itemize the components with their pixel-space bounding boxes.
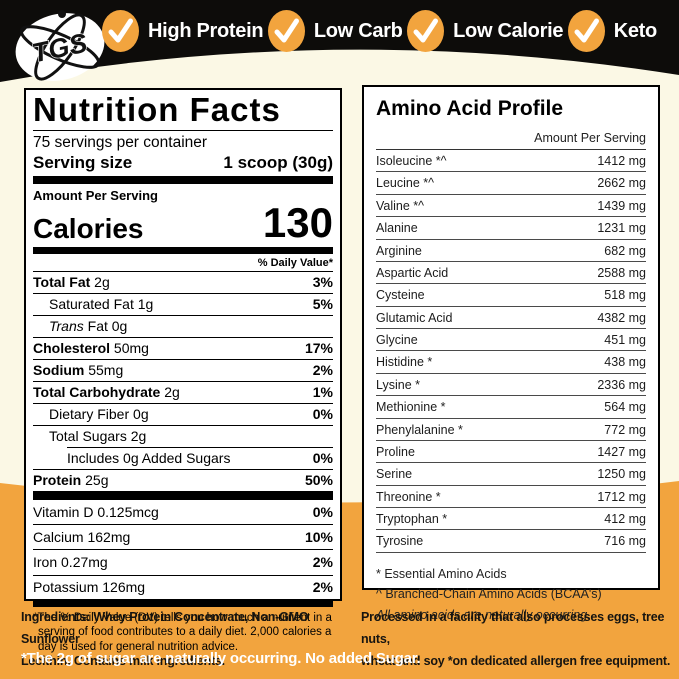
row-iron: Iron 0.27mg 2% — [33, 550, 333, 576]
sugar-note: *The 2g of sugar are naturally occurring… — [21, 650, 421, 667]
badge-label: Low Carb — [313, 19, 403, 42]
amount-per-serving-label: Amount Per Serving — [33, 187, 158, 203]
amino-acid-title: Amino Acid Profile — [376, 97, 564, 120]
row-vitamin-d: Vitamin D 0.125mcg 0% — [33, 500, 333, 526]
divider-medium — [33, 600, 333, 607]
divider-medium — [33, 246, 333, 254]
row-added-sugars: Includes 0g Added Sugars 0% — [67, 447, 333, 469]
row-protein: Protein 25g 50% — [33, 469, 333, 493]
badge-low-carb: Low Carb — [267, 10, 403, 52]
badge-label: Keto — [613, 19, 658, 42]
badge-label: Low Calorie — [453, 19, 564, 42]
amino-row-valine: Valine *^ 1439 mg — [376, 195, 646, 218]
check-icon — [567, 10, 605, 52]
amino-row-serine: Serine 1250 mg — [376, 463, 646, 486]
row-sodium: Sodium 55mg 2% — [33, 360, 333, 382]
serving-size-row: Serving size 1 scoop (30g) — [33, 152, 333, 176]
brand-logo: TGS — [15, 10, 105, 81]
check-icon — [407, 10, 445, 52]
amino-row-cysteine: Cysteine 518 mg — [376, 284, 646, 307]
essential-note: * Essential Amino Acids — [376, 566, 507, 581]
serving-size-label: Serving size — [33, 152, 133, 172]
amino-row-arginine: Arginine 682 mg — [376, 240, 646, 262]
check-icon — [102, 10, 139, 52]
amino-row-phenylalanine: Phenylalanine * 772 mg — [376, 419, 646, 441]
amino-row-leucine: Leucine *^ 2662 mg — [376, 172, 646, 195]
divider-thick — [33, 175, 333, 184]
nutrition-facts-panel: Nutrition Facts 75 servings per containe… — [24, 88, 342, 653]
badge-keto: Keto — [567, 10, 658, 52]
row-trans-fat: Trans Fat 0g — [33, 316, 333, 338]
divider-thick — [33, 492, 333, 501]
amino-amount-header: Amount Per Serving — [376, 123, 646, 150]
daily-value-footnote: *The % Daily Value (DV) tells you how mu… — [33, 611, 332, 654]
amino-row-threonine: Threonine * 1712 mg — [376, 486, 646, 508]
serving-size-value: 1 scoop (30g) — [223, 152, 333, 172]
badge-label: High Protein — [148, 19, 264, 42]
row-cholesterol: Cholesterol 50mg 17% — [33, 338, 333, 360]
row-potassium: Potassium 126mg 2% — [33, 576, 333, 601]
amino-acid-panel: Amino Acid Profile Amount Per Serving Is… — [362, 85, 660, 622]
amino-row-histidine: Histidine * 438 mg — [376, 351, 646, 374]
amino-row-lysine: Lysine * 2336 mg — [376, 374, 646, 397]
top-black-bar — [0, 0, 679, 82]
calories-value: 130 — [262, 198, 333, 246]
amino-row-methionine: Methionine * 564 mg — [376, 396, 646, 419]
amino-row-isoleucine: Isoleucine *^ 1412 mg — [376, 150, 646, 173]
daily-value-header: % Daily Value* — [33, 254, 333, 272]
badge-low-calorie: Low Calorie — [407, 10, 563, 52]
check-icon — [267, 10, 305, 52]
badge-high-protein: High Protein — [102, 10, 264, 52]
amino-row-aspartic-acid: Aspartic Acid 2588 mg — [376, 262, 646, 285]
servings-per-container: 75 servings per container — [33, 133, 208, 151]
row-total-sugars: Total Sugars 2g — [49, 428, 147, 445]
amino-row-alanine: Alanine 1231 mg — [376, 217, 646, 240]
allergen-text: Processed in a facility that also proces… — [361, 610, 671, 668]
nutrition-facts-title: Nutrition Facts — [33, 92, 333, 131]
naturally-occurring-note: All amino acids are naturally occurring. — [376, 608, 591, 622]
amino-row-tyrosine: Tyrosine 716 mg — [376, 530, 646, 553]
row-total-carbohydrate: Total Carbohydrate 2g 1% — [33, 382, 333, 404]
bcaa-note: ^ Branched-Chain Amino Acids (BCAA's) — [376, 587, 602, 602]
amino-row-glutamic-acid: Glutamic Acid 4382 mg — [376, 307, 646, 329]
row-saturated-fat: Saturated Fat 1g 5% — [33, 294, 333, 316]
calories-label: Calories — [33, 212, 144, 244]
amino-row-proline: Proline 1427 mg — [376, 441, 646, 464]
row-total-fat: Total Fat 2g 3% — [33, 272, 333, 294]
amino-row-tryptophan: Tryptophan * 412 mg — [376, 508, 646, 531]
badge-bar: High Protein Low Carb Low Calorie Keto — [102, 8, 657, 54]
row-calcium: Calcium 162mg 10% — [33, 525, 333, 551]
ingredients-text: Ingredients: Whey Protein Concentrate, N… — [21, 610, 309, 668]
amino-row-glycine: Glycine 451 mg — [376, 329, 646, 352]
row-dietary-fiber: Dietary Fiber 0g 0% — [33, 404, 333, 427]
calories-row: Calories 130 — [33, 198, 333, 246]
amino-footnotes: * Essential Amino Acids ^ Branched-Chain… — [376, 553, 646, 626]
